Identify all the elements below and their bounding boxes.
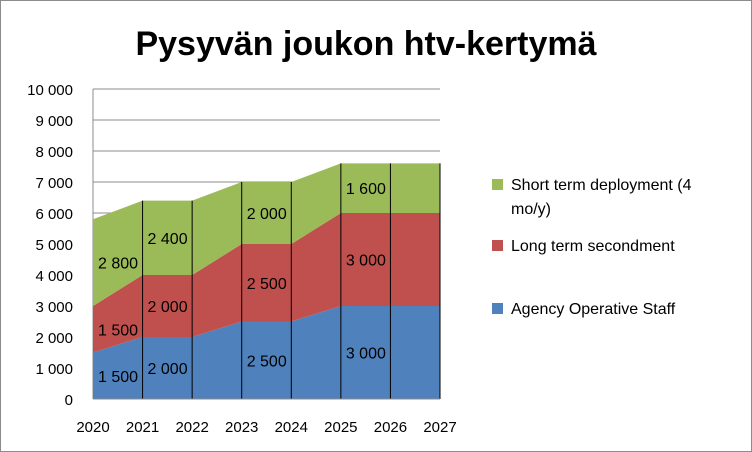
y-tick-label: 10 000 bbox=[27, 82, 73, 99]
legend: Short term deployment (4 mo/y) Long term s… bbox=[492, 177, 692, 318]
x-tick-label: 2024 bbox=[275, 419, 308, 436]
y-tick-label: 6 000 bbox=[35, 206, 73, 223]
y-tick-label: 5 000 bbox=[35, 237, 73, 254]
data-label: 3 000 bbox=[346, 253, 386, 270]
data-label: 2 800 bbox=[98, 256, 138, 273]
x-tick-label: 2023 bbox=[225, 419, 258, 436]
data-label: 2 000 bbox=[148, 361, 188, 378]
area-agency-operative-staff bbox=[93, 306, 440, 399]
category-lines bbox=[93, 163, 441, 400]
x-tick-label: 2026 bbox=[374, 419, 407, 436]
y-tick-label: 0 bbox=[65, 392, 73, 409]
y-tick-label: 9 000 bbox=[35, 113, 73, 130]
x-tick-label: 2027 bbox=[423, 419, 456, 436]
data-label: 2 500 bbox=[247, 276, 287, 293]
data-label: 2 500 bbox=[247, 353, 287, 370]
legend-label: Agency Operative Staff bbox=[511, 301, 676, 318]
y-tick-label: 3 000 bbox=[35, 299, 73, 316]
data-label: 1 600 bbox=[346, 181, 386, 198]
y-tick-label: 1 000 bbox=[35, 361, 73, 378]
x-tick-label: 2021 bbox=[126, 419, 159, 436]
axis-ticks: 0 1 000 2 000 3 000 4 000 5 000 6 000 7 000 8 00… bbox=[27, 82, 457, 436]
data-label: 2 400 bbox=[148, 231, 188, 248]
y-tick-label: 8 000 bbox=[35, 144, 73, 161]
data-label: 1 500 bbox=[98, 369, 138, 386]
legend-swatch bbox=[492, 179, 503, 190]
legend-swatch bbox=[492, 240, 503, 251]
area-long-term-secondment bbox=[93, 213, 440, 353]
series-areas bbox=[93, 163, 440, 399]
area-short-term-deployment-4-mo-y bbox=[93, 163, 440, 306]
chart-title: Pysyvän joukon htv-kertymä bbox=[135, 25, 596, 63]
data-label: 1 500 bbox=[98, 322, 138, 339]
legend-label: mo/y) bbox=[511, 201, 551, 218]
data-label: 3 000 bbox=[346, 346, 386, 363]
x-tick-label: 2025 bbox=[324, 419, 357, 436]
y-tick-label: 7 000 bbox=[35, 175, 73, 192]
y-tick-label: 4 000 bbox=[35, 268, 73, 285]
legend-label: Long term secondment bbox=[511, 238, 675, 255]
y-tick-label: 2 000 bbox=[35, 330, 73, 347]
data-labels: 1 500 2 000 2 500 3 000 1 500 2 000 2 500 3 000… bbox=[98, 181, 386, 386]
x-tick-label: 2020 bbox=[76, 419, 109, 436]
data-label: 2 000 bbox=[247, 206, 287, 223]
x-tick-label: 2022 bbox=[175, 419, 208, 436]
data-label: 2 000 bbox=[148, 299, 188, 316]
legend-label: Short term deployment (4 bbox=[511, 177, 692, 194]
legend-swatch bbox=[492, 303, 503, 314]
